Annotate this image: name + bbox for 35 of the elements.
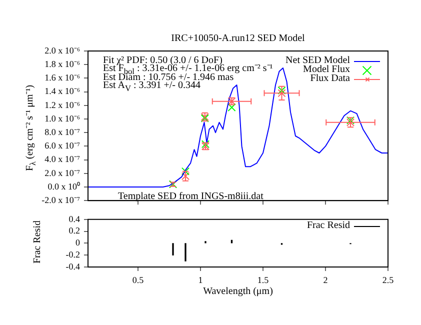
y-tick-label: 0 xyxy=(76,238,80,248)
y-tick-label: 0.2 xyxy=(68,226,80,236)
y-tick-label: -0.2 xyxy=(66,249,80,260)
y-tick-label: -0.4 xyxy=(66,261,80,272)
point xyxy=(181,167,190,176)
x-tick-label: 2 xyxy=(323,274,328,285)
y-tick-label: 1.2 x 10⁻⁶ xyxy=(44,100,80,110)
x-tick-label: 1 xyxy=(198,274,203,285)
x-tick-label: 2.5 xyxy=(382,274,394,285)
y-tick-label: 6.0 x 10⁻⁷ xyxy=(44,140,80,151)
y-tick-label: 2.0 x 10⁻⁶ xyxy=(44,45,80,56)
legend-label: Model Flux xyxy=(303,64,350,75)
legend-label: Net SED Model xyxy=(286,55,350,66)
annotation: Template SED from INGS-m8iii.dat xyxy=(118,191,264,202)
legend-label: Flux Data xyxy=(310,73,350,84)
y-tick-label: 8.0 x 10⁻⁷ xyxy=(44,126,80,137)
point xyxy=(228,103,236,112)
point xyxy=(278,86,286,94)
y-axis-title: Frac Resid xyxy=(32,220,43,264)
point xyxy=(278,89,286,98)
y-tick-label: 4.0 x 10⁻⁷ xyxy=(44,154,80,164)
y-tick-label: 1.4 x 10⁻⁶ xyxy=(44,86,80,96)
x-axis-title: Wavelength (μm) xyxy=(203,286,273,297)
chart-title: IRC+10050-A.run12 SED Model xyxy=(171,33,305,44)
y-tick-label: 0.4 xyxy=(68,214,80,224)
y-tick-label: 1.0 x 10⁻⁶ xyxy=(44,113,80,124)
x-tick-label: 1.5 xyxy=(257,274,270,285)
legend-label: Frac Resid xyxy=(306,220,350,231)
y-tick-label: 2.0 x 10⁻⁷ xyxy=(44,168,80,178)
y-tick-label: 0.0 x 10⁰ xyxy=(48,181,80,192)
annotation: Est A$_{V}$ : 3.391 +/- 0.344 xyxy=(103,80,200,94)
y-tick-label: 1.8 x 10⁻⁶ xyxy=(44,58,80,69)
x-tick-label: 0.5 xyxy=(132,274,144,285)
y-tick-label: 1.6 x 10⁻⁶ xyxy=(44,72,80,83)
y-tick-label: -2.0 x 10⁻⁷ xyxy=(42,194,80,205)
